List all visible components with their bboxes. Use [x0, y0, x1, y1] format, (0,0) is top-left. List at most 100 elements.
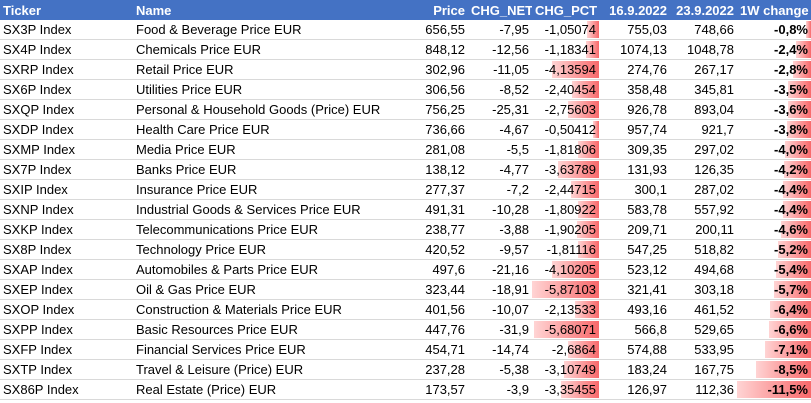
cell-ticker[interactable]: SX8P Index — [0, 239, 133, 260]
cell-name[interactable]: Travel & Leisure (Price) EUR — [133, 359, 400, 380]
cell-date2[interactable]: 167,75 — [670, 359, 737, 380]
cell-chg-net[interactable]: -11,05 — [468, 59, 532, 80]
cell-price[interactable]: 656,55 — [400, 20, 468, 40]
cell-chg-pct[interactable]: -1,81116 — [532, 239, 599, 260]
cell-name[interactable]: Construction & Materials Price EUR — [133, 299, 400, 320]
cell-date2[interactable]: 518,82 — [670, 239, 737, 260]
cell-date2[interactable]: 267,17 — [670, 59, 737, 80]
cell-1w-change[interactable]: -6,6% — [737, 319, 811, 340]
cell-1w-change[interactable]: -5,7% — [737, 279, 811, 300]
table-row[interactable]: SX7P Index Banks Price EUR 138,12 -4,77 -3,6… — [0, 159, 811, 180]
cell-price[interactable]: 401,56 — [400, 299, 468, 320]
table-row[interactable]: SXDP Index Health Care Price EUR 736,66 -4,… — [0, 119, 811, 140]
cell-chg-net[interactable]: -25,31 — [468, 99, 532, 120]
cell-name[interactable]: Basic Resources Price EUR — [133, 319, 400, 340]
cell-name[interactable]: Personal & Household Goods (Price) EUR — [133, 99, 400, 120]
col-header-date2[interactable]: 23.9.2022 — [670, 0, 737, 20]
cell-name[interactable]: Food & Beverage Price EUR — [133, 20, 400, 40]
cell-date2[interactable]: 303,18 — [670, 279, 737, 300]
cell-chg-pct[interactable]: -2,75603 — [532, 99, 599, 120]
cell-date1[interactable]: 574,88 — [599, 339, 670, 360]
cell-chg-net[interactable]: -8,52 — [468, 79, 532, 100]
cell-1w-change[interactable]: -4,6% — [737, 219, 811, 240]
cell-date2[interactable]: 287,02 — [670, 179, 737, 200]
cell-date1[interactable]: 957,74 — [599, 119, 670, 140]
cell-chg-net[interactable]: -31,9 — [468, 319, 532, 340]
cell-date1[interactable]: 126,97 — [599, 379, 670, 400]
cell-date1[interactable]: 321,41 — [599, 279, 670, 300]
cell-chg-pct[interactable]: -2,13533 — [532, 299, 599, 320]
cell-price[interactable]: 447,76 — [400, 319, 468, 340]
cell-date2[interactable]: 126,35 — [670, 159, 737, 180]
cell-chg-pct[interactable]: -1,90205 — [532, 219, 599, 240]
cell-name[interactable]: Retail Price EUR — [133, 59, 400, 80]
cell-price[interactable]: 138,12 — [400, 159, 468, 180]
cell-ticker[interactable]: SXMP Index — [0, 139, 133, 160]
table-row[interactable]: SXIP Index Insurance Price EUR 277,37 -7,2-… — [0, 179, 811, 200]
cell-date2[interactable]: 921,7 — [670, 119, 737, 140]
cell-ticker[interactable]: SX4P Index — [0, 39, 133, 60]
cell-price[interactable]: 756,25 — [400, 99, 468, 120]
cell-date2[interactable]: 1048,78 — [670, 39, 737, 60]
col-header-ticker[interactable]: Ticker — [0, 0, 133, 20]
table-row[interactable]: SXMP Index Media Price EUR 281,08 -5,5 -1,81… — [0, 139, 811, 160]
cell-chg-pct[interactable]: -5,68071 — [532, 319, 599, 340]
col-header-name[interactable]: Name — [133, 0, 400, 20]
col-header-date1[interactable]: 16.9.2022 — [599, 0, 670, 20]
cell-chg-pct[interactable]: -2,6864 — [532, 339, 599, 360]
cell-ticker[interactable]: SXEP Index — [0, 279, 133, 300]
cell-price[interactable]: 302,96 — [400, 59, 468, 80]
table-row[interactable]: SXTP Index Travel & Leisure (Price) EUR 23… — [0, 359, 811, 380]
cell-name[interactable]: Health Care Price EUR — [133, 119, 400, 140]
cell-name[interactable]: Real Estate (Price) EUR — [133, 379, 400, 400]
cell-date1[interactable]: 300,1 — [599, 179, 670, 200]
cell-date2[interactable]: 494,68 — [670, 259, 737, 280]
cell-1w-change[interactable]: -2,8% — [737, 59, 811, 80]
cell-chg-net[interactable]: -5,5 — [468, 139, 532, 160]
cell-name[interactable]: Media Price EUR — [133, 139, 400, 160]
cell-chg-net[interactable]: -4,67 — [468, 119, 532, 140]
cell-name[interactable]: Chemicals Price EUR — [133, 39, 400, 60]
cell-chg-pct[interactable]: -3,63789 — [532, 159, 599, 180]
cell-price[interactable]: 736,66 — [400, 119, 468, 140]
col-header-price[interactable]: Price — [400, 0, 468, 20]
cell-1w-change[interactable]: -3,5% — [737, 79, 811, 100]
cell-price[interactable]: 238,77 — [400, 219, 468, 240]
cell-1w-change[interactable]: -7,1% — [737, 339, 811, 360]
table-row[interactable]: SXAP Index Automobiles & Parts Price EUR 4… — [0, 259, 811, 280]
cell-ticker[interactable]: SX86P Index — [0, 379, 133, 400]
table-row[interactable]: SXRP Index Retail Price EUR 302,96 -11,05 -4… — [0, 59, 811, 80]
table-row[interactable]: SXNP Index Industrial Goods & Services Pr… — [0, 199, 811, 220]
cell-date1[interactable]: 755,03 — [599, 20, 670, 40]
cell-date2[interactable]: 461,52 — [670, 299, 737, 320]
cell-chg-net[interactable]: -12,56 — [468, 39, 532, 60]
cell-date2[interactable]: 893,04 — [670, 99, 737, 120]
cell-date2[interactable]: 112,36 — [670, 379, 737, 400]
cell-ticker[interactable]: SXIP Index — [0, 179, 133, 200]
cell-chg-pct[interactable]: -3,10749 — [532, 359, 599, 380]
cell-chg-pct[interactable]: -3,35455 — [532, 379, 599, 400]
cell-chg-net[interactable]: -5,38 — [468, 359, 532, 380]
cell-chg-net[interactable]: -14,74 — [468, 339, 532, 360]
cell-date1[interactable]: 566,8 — [599, 319, 670, 340]
cell-1w-change[interactable]: -4,2% — [737, 159, 811, 180]
cell-date1[interactable]: 1074,13 — [599, 39, 670, 60]
cell-chg-net[interactable]: -3,88 — [468, 219, 532, 240]
cell-name[interactable]: Automobiles & Parts Price EUR — [133, 259, 400, 280]
table-row[interactable]: SX6P Index Utilities Price EUR 306,56 -8,52… — [0, 79, 811, 100]
cell-date2[interactable]: 529,65 — [670, 319, 737, 340]
cell-price[interactable]: 491,31 — [400, 199, 468, 220]
cell-1w-change[interactable]: -4,4% — [737, 199, 811, 220]
cell-ticker[interactable]: SX6P Index — [0, 79, 133, 100]
col-header-1w-change[interactable]: 1W change — [737, 0, 811, 20]
cell-date1[interactable]: 547,25 — [599, 239, 670, 260]
cell-chg-pct[interactable]: -1,18341 — [532, 39, 599, 60]
cell-date2[interactable]: 297,02 — [670, 139, 737, 160]
cell-ticker[interactable]: SX3P Index — [0, 20, 133, 40]
cell-date2[interactable]: 557,92 — [670, 199, 737, 220]
table-row[interactable]: SXOP Index Construction & Materials Price… — [0, 299, 811, 320]
cell-ticker[interactable]: SXOP Index — [0, 299, 133, 320]
cell-1w-change[interactable]: -4,4% — [737, 179, 811, 200]
cell-chg-pct[interactable]: -0,50412 — [532, 119, 599, 140]
cell-price[interactable]: 306,56 — [400, 79, 468, 100]
